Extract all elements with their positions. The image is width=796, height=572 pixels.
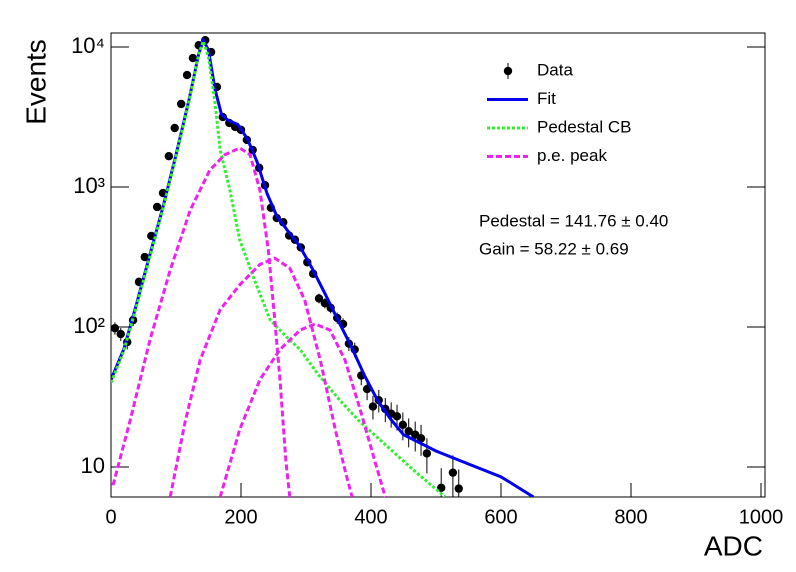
x-tick-label: 200 <box>224 506 257 528</box>
data-point <box>314 294 324 303</box>
data-point <box>404 427 413 436</box>
y-axis-title: Events <box>20 39 51 125</box>
legend-label: p.e. peak <box>537 146 607 165</box>
data-point <box>177 99 186 109</box>
data-point <box>398 420 408 430</box>
data-point <box>111 324 120 333</box>
x-tick-label: 600 <box>484 506 517 528</box>
data-point <box>416 434 426 443</box>
data-point <box>152 202 162 212</box>
legend-label: Pedestal CB <box>537 117 632 136</box>
plot-area <box>111 35 535 497</box>
data-point <box>116 329 125 339</box>
data-point <box>368 402 378 411</box>
x-tick-label: 1000 <box>739 506 784 528</box>
data-point <box>454 484 463 493</box>
data-point <box>140 252 149 262</box>
data-point <box>448 468 458 477</box>
data-point <box>392 412 402 421</box>
data-point <box>437 483 446 492</box>
y-tick-label: 10⁴ <box>71 33 105 58</box>
legend-label: Data <box>537 60 573 79</box>
data-point <box>422 449 432 458</box>
curve <box>168 256 354 497</box>
annotation: Pedestal = 141.76 ± 0.40 <box>479 211 668 230</box>
x-tick-label: 0 <box>105 506 116 528</box>
annotation: Gain = 58.22 ± 0.69 <box>479 239 629 258</box>
legend-swatch <box>503 66 513 76</box>
data-point <box>164 152 174 161</box>
curve <box>111 146 292 497</box>
x-tick-label: 800 <box>614 506 647 528</box>
x-tick-label: 400 <box>354 506 387 528</box>
y-tick-label: 10² <box>73 313 105 338</box>
y-tick-label: 10 <box>81 453 105 478</box>
plot-frame <box>110 32 766 498</box>
x-axis-title: ADC <box>704 530 763 561</box>
data-point <box>170 123 179 133</box>
data-point <box>182 70 192 80</box>
legend-label: Fit <box>537 89 556 108</box>
data-point <box>188 53 198 63</box>
y-tick-label: 10³ <box>73 173 105 198</box>
